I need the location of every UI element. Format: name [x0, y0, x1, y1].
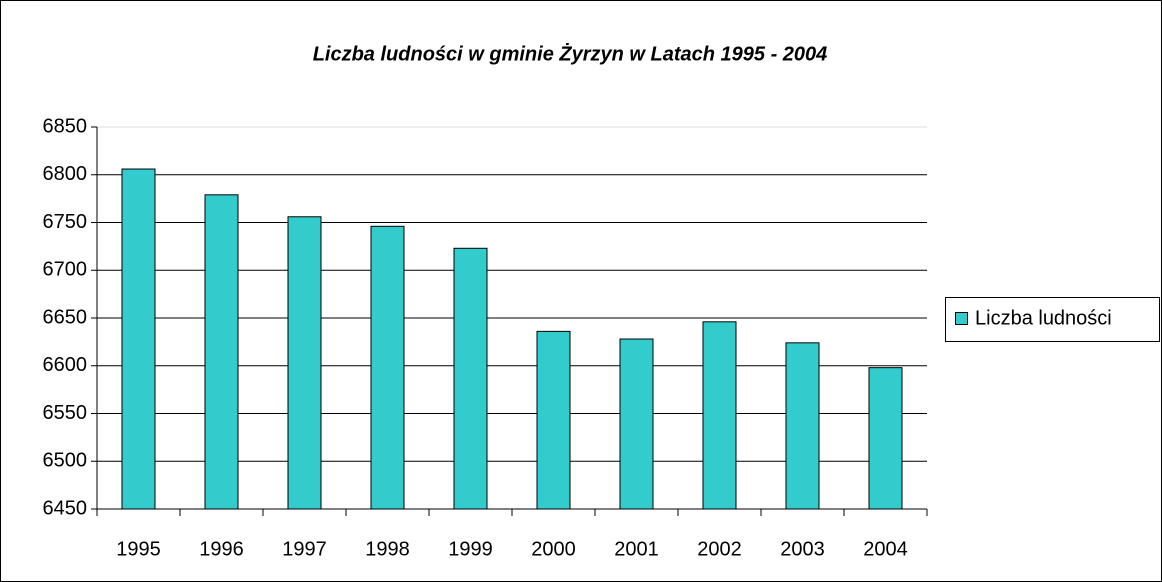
bar	[453, 247, 488, 510]
bar	[785, 342, 820, 510]
x-tick-label: 1997	[282, 538, 327, 560]
y-tick-label: 6800	[43, 163, 88, 185]
x-tick-label: 1996	[199, 538, 244, 560]
bar	[204, 194, 239, 510]
bar	[702, 321, 737, 510]
bar	[287, 216, 322, 510]
x-tick-label: 1995	[116, 538, 161, 560]
legend-swatch	[955, 312, 968, 325]
y-tick-label: 6600	[43, 354, 88, 376]
chart-title: Liczba ludności w gminie Żyrzyn w Latach…	[313, 42, 828, 65]
y-tick-label: 6650	[43, 306, 88, 328]
y-tick-label: 6700	[43, 259, 88, 281]
bar	[619, 338, 654, 510]
y-tick-label: 6550	[43, 402, 88, 424]
bar	[370, 225, 405, 510]
x-tick-label: 2001	[614, 538, 659, 560]
legend-box	[945, 297, 1160, 342]
x-tick-label: 2003	[780, 538, 825, 560]
bar	[868, 367, 903, 510]
y-tick-label: 6750	[43, 211, 88, 233]
legend-label: Liczba ludności	[975, 307, 1112, 329]
x-tick-label: 1999	[448, 538, 493, 560]
x-tick-label: 2004	[863, 538, 908, 560]
x-tick-label: 2002	[697, 538, 742, 560]
bar	[121, 168, 156, 510]
x-tick-label: 2000	[531, 538, 576, 560]
x-tick-label: 1998	[365, 538, 410, 560]
y-tick-label: 6500	[43, 450, 88, 472]
y-tick-label: 6850	[43, 115, 88, 137]
bar	[536, 330, 571, 510]
y-tick-label: 6450	[43, 497, 88, 519]
